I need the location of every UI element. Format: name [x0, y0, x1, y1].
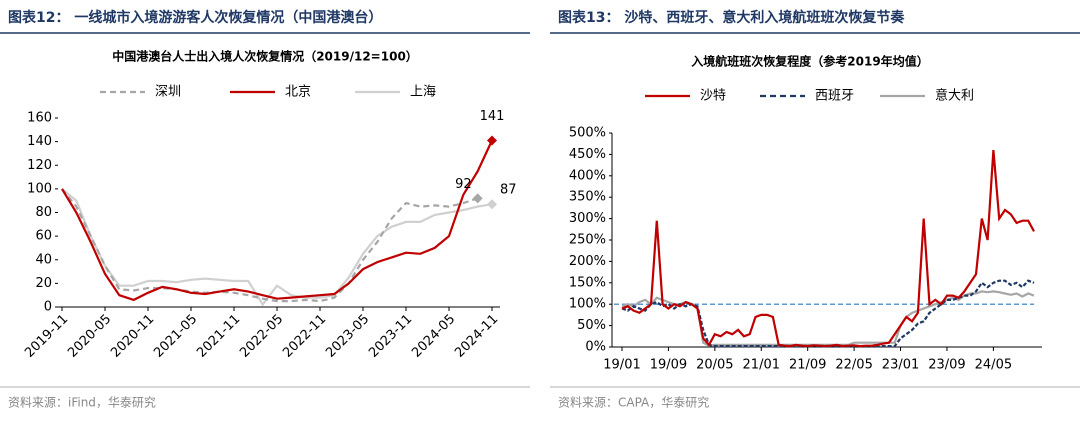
series-line	[61, 139, 493, 302]
x-tick-label: 2023-05	[323, 312, 372, 361]
series-line	[621, 150, 1035, 348]
y-tick-label: 40	[35, 252, 52, 267]
end-marker	[472, 193, 483, 204]
y-tick-label: 20	[35, 276, 52, 291]
x-tick-label: 2021-05	[151, 312, 200, 361]
y-tick-label: 300%	[569, 211, 606, 226]
header: 图表12： 一线城市入境游游客人次恢复情况（中国港澳台）	[8, 9, 382, 26]
source: 资料来源：CAPA，华泰研究	[558, 395, 709, 410]
chart-title: 入境航班班次恢复程度（参考2019年均值）	[691, 54, 928, 69]
y-tick-label: 0%	[585, 340, 606, 355]
legend-label: 西班牙	[815, 89, 854, 104]
y-tick-label: 450%	[569, 147, 606, 162]
x-tick-label: 2022-05	[237, 312, 286, 361]
header: 图表13： 沙特、西班牙、意大利入境航班班次恢复节奏	[558, 9, 905, 26]
y-tick-label: 120	[27, 158, 52, 173]
x-tick-label: 23/09	[928, 358, 965, 373]
end-label: 87	[500, 183, 517, 198]
y-tick-label: 160	[27, 111, 52, 126]
series-line	[621, 290, 1035, 347]
x-tick-label: 20/05	[696, 358, 733, 373]
end-label: 141	[480, 109, 505, 124]
x-tick-label: 23/01	[882, 358, 919, 373]
y-tick-label: 0	[44, 300, 52, 315]
legend-label: 上海	[410, 85, 436, 100]
x-tick-label: 21/09	[789, 358, 826, 373]
x-tick-label: 2020-05	[65, 312, 114, 361]
x-tick-label: 21/01	[743, 358, 780, 373]
x-tick-label: 19/01	[603, 358, 640, 373]
y-tick-label: 200%	[569, 254, 606, 269]
source: 资料来源：iFind，华泰研究	[8, 395, 156, 410]
end-marker	[487, 199, 497, 210]
x-tick-label: 19/09	[650, 358, 687, 373]
legend-label: 北京	[285, 85, 311, 100]
x-tick-label: 2020-11	[108, 312, 157, 361]
x-tick-label: 2021-11	[194, 312, 243, 361]
x-tick-label: 2019-11	[22, 312, 71, 361]
y-tick-label: 100	[27, 181, 52, 196]
y-tick-label: 400%	[569, 168, 606, 183]
y-tick-label: 100%	[569, 297, 606, 312]
chart-title: 中国港澳台人士出入境人次恢复情况（2019/12=100）	[112, 49, 418, 64]
legend-label: 意大利	[935, 88, 974, 104]
y-tick-label: 80	[35, 205, 52, 220]
y-tick-label: 350%	[569, 190, 606, 205]
y-tick-label: 500%	[569, 126, 606, 141]
x-tick-label: 2023-11	[366, 312, 415, 361]
x-tick-label: 24/05	[975, 358, 1012, 373]
x-tick-label: 22/05	[835, 358, 872, 373]
end-marker	[487, 135, 497, 146]
series-line	[61, 188, 479, 303]
y-tick-label: 50%	[577, 318, 606, 333]
y-tick-label: 250%	[569, 233, 606, 248]
series-line	[61, 188, 493, 307]
x-tick-label: 2024-11	[452, 312, 501, 361]
legend-label: 深圳	[155, 85, 181, 100]
y-tick-label: 60	[35, 229, 52, 244]
y-tick-label: 150%	[569, 275, 606, 290]
x-tick-label: 2022-11	[280, 312, 329, 361]
x-tick-label: 2024-05	[409, 312, 458, 361]
series-line	[621, 279, 1035, 348]
end-label: 92	[455, 177, 472, 192]
y-tick-label: 140	[27, 134, 52, 149]
legend-label: 沙特	[700, 89, 726, 104]
